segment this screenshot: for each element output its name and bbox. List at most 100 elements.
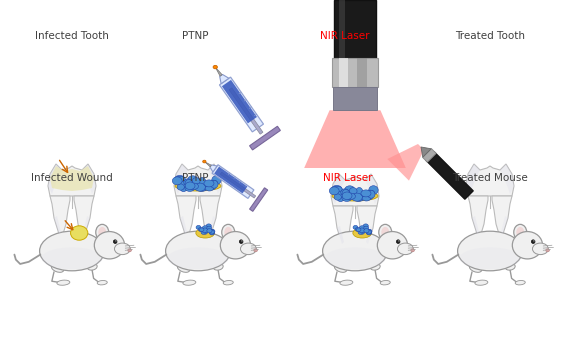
Ellipse shape xyxy=(175,181,221,191)
Ellipse shape xyxy=(199,177,206,187)
Polygon shape xyxy=(74,196,94,234)
Polygon shape xyxy=(174,164,222,196)
Ellipse shape xyxy=(368,190,375,198)
Ellipse shape xyxy=(362,195,371,201)
Ellipse shape xyxy=(358,231,362,234)
Ellipse shape xyxy=(96,224,108,240)
Ellipse shape xyxy=(220,232,251,259)
Ellipse shape xyxy=(210,229,215,233)
Ellipse shape xyxy=(359,226,365,231)
Ellipse shape xyxy=(364,226,369,230)
Polygon shape xyxy=(50,166,94,191)
Polygon shape xyxy=(366,226,373,244)
Ellipse shape xyxy=(196,228,215,238)
Polygon shape xyxy=(54,216,61,234)
Ellipse shape xyxy=(208,184,216,190)
Ellipse shape xyxy=(340,189,349,196)
Polygon shape xyxy=(423,149,436,162)
Ellipse shape xyxy=(197,186,206,191)
Ellipse shape xyxy=(185,182,195,190)
Ellipse shape xyxy=(366,190,375,195)
Ellipse shape xyxy=(203,231,208,234)
Ellipse shape xyxy=(203,160,206,163)
Polygon shape xyxy=(180,216,187,234)
Ellipse shape xyxy=(211,180,218,188)
Polygon shape xyxy=(331,174,379,206)
Ellipse shape xyxy=(188,176,198,183)
Ellipse shape xyxy=(185,184,195,191)
Ellipse shape xyxy=(114,243,130,255)
Ellipse shape xyxy=(196,225,201,229)
Polygon shape xyxy=(48,164,62,194)
Ellipse shape xyxy=(241,240,242,241)
Ellipse shape xyxy=(332,191,378,201)
Ellipse shape xyxy=(97,281,107,285)
Polygon shape xyxy=(472,216,479,234)
Polygon shape xyxy=(200,196,220,234)
Ellipse shape xyxy=(367,231,372,235)
Polygon shape xyxy=(466,164,480,194)
Text: PTNP: PTNP xyxy=(182,31,208,41)
Polygon shape xyxy=(209,216,216,234)
Ellipse shape xyxy=(52,264,64,272)
Ellipse shape xyxy=(183,280,196,285)
Ellipse shape xyxy=(361,190,371,197)
Ellipse shape xyxy=(531,240,535,243)
Ellipse shape xyxy=(469,264,482,272)
Ellipse shape xyxy=(351,193,362,201)
Ellipse shape xyxy=(324,248,386,269)
Ellipse shape xyxy=(342,191,351,197)
Text: Treated Tooth: Treated Tooth xyxy=(455,31,525,41)
Ellipse shape xyxy=(380,281,390,285)
Polygon shape xyxy=(204,162,211,167)
Polygon shape xyxy=(304,110,406,168)
Ellipse shape xyxy=(209,231,215,235)
Polygon shape xyxy=(229,88,263,134)
Polygon shape xyxy=(468,196,488,234)
Polygon shape xyxy=(339,0,345,58)
Ellipse shape xyxy=(206,226,212,230)
Polygon shape xyxy=(249,188,268,211)
Polygon shape xyxy=(492,196,512,234)
Polygon shape xyxy=(220,172,256,198)
Ellipse shape xyxy=(369,186,378,194)
Text: NIR Laser: NIR Laser xyxy=(320,31,370,41)
Polygon shape xyxy=(365,174,379,204)
Polygon shape xyxy=(339,58,348,87)
Ellipse shape xyxy=(209,180,218,186)
Ellipse shape xyxy=(186,181,194,187)
Polygon shape xyxy=(214,167,248,193)
Ellipse shape xyxy=(188,183,198,190)
Polygon shape xyxy=(48,164,96,196)
Ellipse shape xyxy=(177,264,190,272)
Polygon shape xyxy=(357,58,367,87)
Ellipse shape xyxy=(222,224,235,240)
Ellipse shape xyxy=(202,228,208,233)
Ellipse shape xyxy=(396,240,400,243)
Ellipse shape xyxy=(514,224,527,240)
Ellipse shape xyxy=(459,248,521,269)
Ellipse shape xyxy=(353,228,372,238)
Ellipse shape xyxy=(360,231,364,234)
Ellipse shape xyxy=(198,227,203,231)
Ellipse shape xyxy=(329,187,339,195)
Polygon shape xyxy=(82,164,96,194)
Ellipse shape xyxy=(206,224,211,228)
Ellipse shape xyxy=(516,227,524,238)
Ellipse shape xyxy=(397,243,414,255)
Polygon shape xyxy=(222,80,257,123)
Ellipse shape xyxy=(370,264,380,270)
Ellipse shape xyxy=(336,190,343,198)
Ellipse shape xyxy=(398,240,400,241)
Ellipse shape xyxy=(337,193,344,202)
Ellipse shape xyxy=(349,188,357,195)
Ellipse shape xyxy=(512,232,542,259)
Ellipse shape xyxy=(342,195,351,202)
Ellipse shape xyxy=(546,249,549,252)
Ellipse shape xyxy=(95,232,125,259)
Ellipse shape xyxy=(356,228,361,232)
Polygon shape xyxy=(334,0,376,58)
Ellipse shape xyxy=(240,240,243,243)
Polygon shape xyxy=(500,164,514,194)
Polygon shape xyxy=(219,77,263,132)
